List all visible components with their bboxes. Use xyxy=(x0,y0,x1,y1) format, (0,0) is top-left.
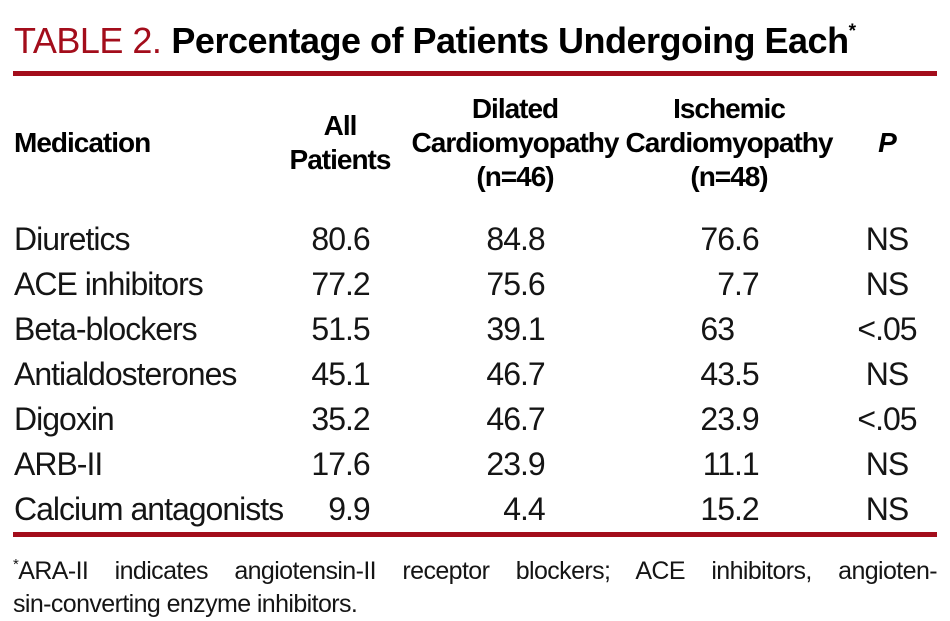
medication-cell: ACE inhibitors xyxy=(14,266,204,302)
footnote-line: sin-converting enzyme inhibitors. xyxy=(13,590,358,618)
value: 46.7 xyxy=(486,401,545,437)
all-patients-cell: 45.1 xyxy=(271,352,409,397)
table-row: ARB-II 17.6 23.9 11.1 NS xyxy=(13,442,937,487)
all-patients-cell: 77.2 xyxy=(271,262,409,307)
p-value-cell: NS xyxy=(865,491,909,527)
value: 43.5 xyxy=(700,356,759,392)
all-patients-cell: 17.6 xyxy=(271,442,409,487)
value: 76.6 xyxy=(700,221,759,257)
table-row: ACE inhibitors 77.2 75.6 7.7 NS xyxy=(13,262,937,307)
p-value-cell: <.05 xyxy=(857,311,917,347)
ischemic-cell: 43.5 xyxy=(621,352,837,397)
value: 80.6 xyxy=(311,221,370,257)
medication-cell: Antialdosterones xyxy=(14,356,237,392)
p-value-cell: NS xyxy=(865,266,909,302)
value: 17.6 xyxy=(311,446,370,482)
table-header: Medication All Patients Dilated Cardiomy… xyxy=(13,76,937,208)
table-number-label: TABLE 2. xyxy=(14,20,162,61)
header-line: Cardiomyopathy xyxy=(411,127,620,158)
table-title-text: Percentage of Patients Undergoing Each* xyxy=(171,20,856,61)
header-line: (n=46) xyxy=(476,161,554,192)
dilated-cell: 39.1 xyxy=(409,307,621,352)
header-line: Medication xyxy=(14,127,151,158)
dilated-cell: 4.4 xyxy=(409,487,621,532)
value: 15.2 xyxy=(700,491,759,527)
value: 7.7 xyxy=(717,266,759,302)
medication-cell: Digoxin xyxy=(14,401,115,437)
dilated-cell: 46.7 xyxy=(409,397,621,442)
value: 46.7 xyxy=(486,356,545,392)
ischemic-cell: 11.1 xyxy=(621,442,837,487)
data-table: Medication All Patients Dilated Cardiomy… xyxy=(13,76,937,532)
value: 84.8 xyxy=(486,221,545,257)
bottom-rule xyxy=(13,532,937,537)
value: 75.6 xyxy=(486,266,545,302)
value: 63 xyxy=(700,311,735,347)
table-title-main: Percentage of Patients Undergoing Each xyxy=(171,20,849,61)
col-header-all-patients: All Patients xyxy=(271,76,409,208)
footnote-line: *ARA-II indicates angiotensin-II recepto… xyxy=(13,548,938,588)
medication-cell: Calcium antagonists xyxy=(14,491,284,527)
all-patients-cell: 35.2 xyxy=(271,397,409,442)
value: 23.9 xyxy=(486,446,545,482)
table-body: Diuretics 80.6 84.8 76.6 NS ACE inhibito… xyxy=(13,208,937,532)
footnote-marker: * xyxy=(13,556,19,573)
medication-cell: Beta-blockers xyxy=(14,311,198,347)
dilated-cell: 46.7 xyxy=(409,352,621,397)
value: 77.2 xyxy=(311,266,370,302)
header-line: Patients xyxy=(289,144,392,175)
dilated-cell: 23.9 xyxy=(409,442,621,487)
table-row: Beta-blockers 51.5 39.1 63 <.05 xyxy=(13,307,937,352)
p-value-cell: <.05 xyxy=(857,401,917,437)
header-line: (n=48) xyxy=(690,161,768,192)
table-row: Digoxin 35.2 46.7 23.9 <.05 xyxy=(13,397,937,442)
value: 39.1 xyxy=(486,311,545,347)
value: 11.1 xyxy=(702,446,760,482)
footnote-marker-superscript: * xyxy=(848,21,856,42)
top-rule xyxy=(13,71,937,76)
value: 35.2 xyxy=(311,401,370,437)
value: 51.5 xyxy=(311,311,370,347)
table-row: Calcium antagonists 9.9 4.4 15.2 NS xyxy=(13,487,937,532)
header-line: P xyxy=(878,127,897,158)
dilated-cell: 84.8 xyxy=(409,208,621,262)
all-patients-cell: 9.9 xyxy=(271,487,409,532)
col-header-dilated-cardiomyopathy: Dilated Cardiomyopathy (n=46) xyxy=(409,76,621,208)
ischemic-cell: 63 xyxy=(621,307,837,352)
col-header-medication: Medication xyxy=(13,76,271,208)
medication-cell: ARB-II xyxy=(14,446,103,482)
ischemic-cell: 76.6 xyxy=(621,208,837,262)
table-row: Diuretics 80.6 84.8 76.6 NS xyxy=(13,208,937,262)
table-title: TABLE 2. Percentage of Patients Undergoin… xyxy=(14,8,937,65)
value: 4.4 xyxy=(503,491,545,527)
p-value-cell: NS xyxy=(865,356,909,392)
table-row: Antialdosterones 45.1 46.7 43.5 NS xyxy=(13,352,937,397)
ischemic-cell: 23.9 xyxy=(621,397,837,442)
header-row: Medication All Patients Dilated Cardiomy… xyxy=(13,76,937,208)
value: 9.9 xyxy=(328,491,370,527)
table-footnote: *ARA-II indicates angiotensin-II recepto… xyxy=(13,548,938,621)
header-line: Ischemic xyxy=(673,93,786,124)
p-value-cell: NS xyxy=(865,446,909,482)
header-line: Dilated xyxy=(471,93,559,124)
dilated-cell: 75.6 xyxy=(409,262,621,307)
all-patients-cell: 51.5 xyxy=(271,307,409,352)
ischemic-cell: 15.2 xyxy=(621,487,837,532)
col-header-p-value: P xyxy=(837,76,937,208)
header-line: All xyxy=(323,110,358,141)
col-header-ischemic-cardiomyopathy: Ischemic Cardiomyopathy (n=48) xyxy=(621,76,837,208)
p-value-cell: NS xyxy=(865,221,909,257)
value: 23.9 xyxy=(700,401,759,437)
all-patients-cell: 80.6 xyxy=(271,208,409,262)
footnote-text: ARA-II indicates angiotensin-II receptor… xyxy=(18,557,937,585)
medication-cell: Diuretics xyxy=(14,221,130,257)
ischemic-cell: 7.7 xyxy=(621,262,837,307)
header-line: Cardiomyopathy xyxy=(625,127,834,158)
value: 45.1 xyxy=(311,356,370,392)
